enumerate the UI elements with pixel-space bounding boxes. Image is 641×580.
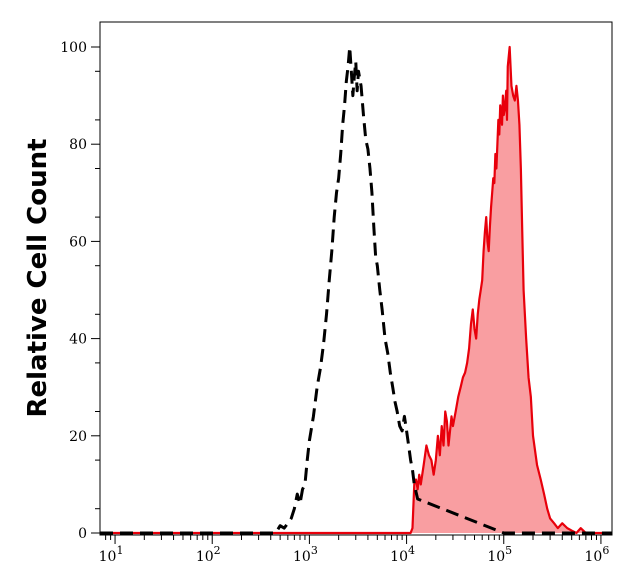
series-line-dashed xyxy=(100,45,612,535)
x-tick-label-3: 103 xyxy=(293,544,318,565)
y-tick-label-40: 40 xyxy=(69,332,87,348)
y-tick-label-20: 20 xyxy=(69,429,87,445)
y-tick-label-60: 60 xyxy=(69,234,87,250)
series-area-solid-filled xyxy=(100,47,612,533)
x-tick-label-4: 104 xyxy=(390,544,415,565)
x-tick-label-1: 101 xyxy=(99,544,124,565)
y-tick-label-0: 0 xyxy=(78,526,87,542)
y-tick-label-100: 100 xyxy=(60,40,87,56)
y-axis: 0 20 40 60 80 100 xyxy=(60,40,100,542)
plot-area xyxy=(99,21,613,536)
y-tick-label-80: 80 xyxy=(69,137,87,153)
x-axis: 101 102 103 104 105 106 xyxy=(99,535,610,565)
series-line-solid-filled xyxy=(100,45,612,535)
x-tick-label-5: 105 xyxy=(487,544,512,565)
x-tick-label-6: 106 xyxy=(585,544,610,565)
x-tick-label-2: 102 xyxy=(196,544,221,565)
y-axis-title: Relative Cell Count xyxy=(23,138,53,417)
